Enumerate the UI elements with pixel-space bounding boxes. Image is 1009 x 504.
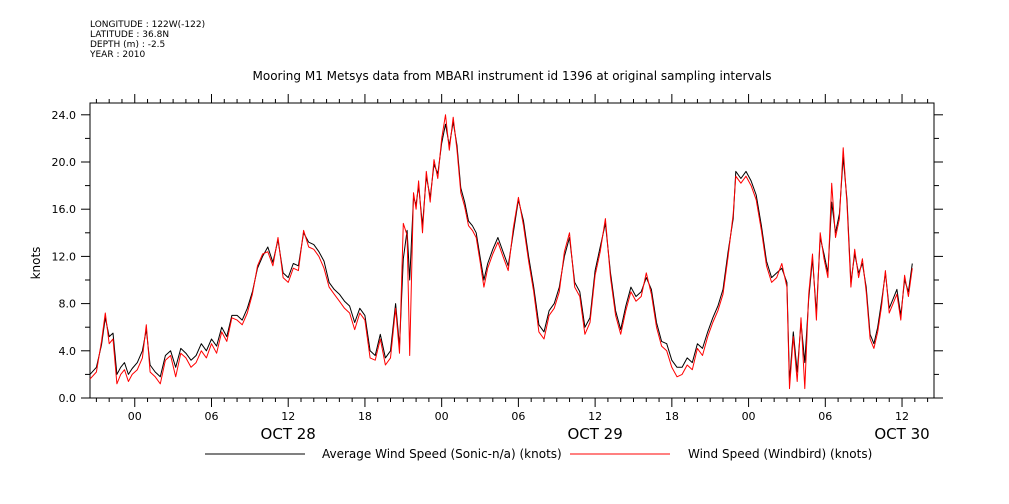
legend-sonic-label: Average Wind Speed (Sonic-n/a) (knots)	[322, 447, 562, 461]
plot-frame	[89, 102, 935, 399]
x-tick-label: 12	[895, 410, 909, 423]
y-tick-label: 20.0	[52, 156, 77, 169]
y-tick-label: 16.0	[52, 203, 77, 216]
metadata-block: LONGITUDE : 122W(-122) LATITUDE : 36.8N …	[90, 20, 205, 60]
x-tick-label: 18	[665, 410, 679, 423]
meta-longitude: LONGITUDE : 122W(-122)	[90, 20, 206, 30]
x-tick-label: 00	[435, 410, 449, 423]
chart-title: Mooring M1 Metsys data from MBARI instru…	[253, 69, 772, 83]
meta-year: YEAR : 2010	[90, 50, 146, 60]
y-tick-label: 8.0	[59, 298, 77, 311]
x-date-label: OCT 30	[874, 425, 929, 443]
legend: Average Wind Speed (Sonic-n/a) (knots) W…	[205, 447, 872, 461]
x-tick-label: 06	[818, 410, 832, 423]
x-tick-label: 12	[281, 410, 295, 423]
x-tick-label: 12	[588, 410, 602, 423]
x-tick-label: 06	[511, 410, 525, 423]
meta-depth: DEPTH (m) : -2.5	[90, 40, 166, 50]
meta-latitude: LATITUDE : 36.8N	[90, 30, 170, 40]
plot-series	[89, 114, 913, 390]
plot-axes: 0.0 4.0 8.0 12.0 16.0 20.0 24.0 00 06 12 18 00 06 12 1…	[52, 94, 943, 443]
x-date-label: OCT 29	[567, 425, 622, 443]
y-tick-label: 12.0	[52, 250, 77, 263]
x-tick-label: 00	[742, 410, 756, 423]
y-tick-label: 0.0	[59, 392, 77, 405]
y-tick-label: 4.0	[59, 345, 77, 358]
x-tick-label: 06	[204, 410, 218, 423]
x-date-label: OCT 28	[261, 425, 316, 443]
x-tick-label: 00	[128, 410, 142, 423]
legend-windbird-label: Wind Speed (Windbird) (knots)	[688, 447, 872, 461]
series-line-windbird	[89, 114, 913, 390]
y-tick-label: 24.0	[52, 109, 77, 122]
y-axis-label: knots	[29, 247, 43, 280]
x-tick-label: 18	[358, 410, 372, 423]
